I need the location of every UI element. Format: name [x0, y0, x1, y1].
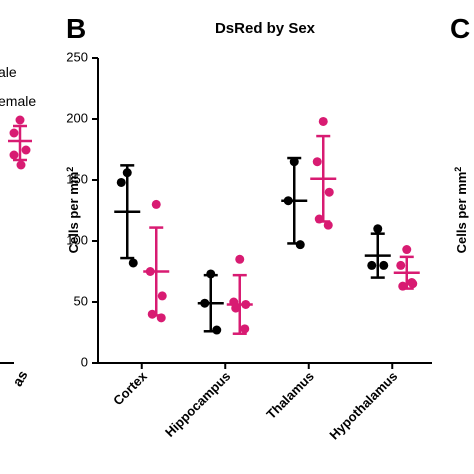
data-point	[312, 157, 322, 167]
data-point	[398, 281, 408, 291]
data-point	[240, 324, 250, 334]
x-tick-label: Hippocampus	[162, 369, 233, 440]
chart-title: DsRed by Sex	[215, 20, 316, 37]
data-point	[145, 267, 155, 276]
data-point	[314, 214, 324, 224]
data-point	[396, 260, 406, 270]
data-point	[116, 177, 126, 187]
data-point	[156, 313, 166, 323]
data-point	[295, 240, 305, 250]
y-tick-label: 50	[74, 293, 88, 308]
data-point	[318, 116, 328, 126]
data-point	[151, 199, 161, 209]
data-point	[147, 309, 157, 319]
y-label-text: Cells per mm	[66, 172, 81, 254]
left-category: as	[9, 367, 31, 389]
x-tick-label: Hypothalamus	[326, 369, 400, 443]
data-point	[323, 220, 333, 230]
data-point	[283, 196, 293, 206]
data-point	[241, 299, 251, 309]
legend-label: emale	[0, 93, 36, 109]
data-point	[407, 277, 417, 287]
data-point	[379, 260, 389, 270]
y-tick-label: 250	[66, 49, 88, 64]
panel-letter: C	[450, 13, 470, 44]
y-label-sup: 2	[453, 167, 463, 172]
y-axis-label: Cells per mm2	[65, 167, 81, 254]
y-tick-label: 100	[66, 232, 88, 247]
x-tick-label: Cortex	[110, 368, 150, 408]
data-point	[206, 269, 216, 279]
panel-letter: B	[66, 13, 86, 44]
data-point	[212, 325, 222, 335]
y-label-text: Cells per mm	[454, 172, 469, 254]
y-axis-label: Cells per mm2	[453, 167, 469, 254]
data-point	[367, 260, 377, 270]
data-point	[324, 187, 334, 197]
y-tick-label: 200	[66, 110, 88, 125]
data-point	[128, 258, 138, 268]
y-tick-label: 150	[66, 171, 88, 186]
x-tick-label: Thalamus	[263, 369, 317, 423]
data-point	[289, 157, 299, 167]
data-point	[373, 224, 383, 234]
y-label-sup: 2	[65, 167, 75, 172]
data-point	[200, 298, 210, 308]
data-point	[235, 254, 245, 264]
data-point	[402, 245, 412, 255]
y-tick-label: 0	[81, 354, 88, 369]
data-point	[157, 291, 167, 301]
data-point	[231, 303, 241, 313]
data-point	[122, 168, 132, 178]
legend-label: ale	[0, 64, 17, 80]
left-fragment-marks	[8, 115, 32, 170]
